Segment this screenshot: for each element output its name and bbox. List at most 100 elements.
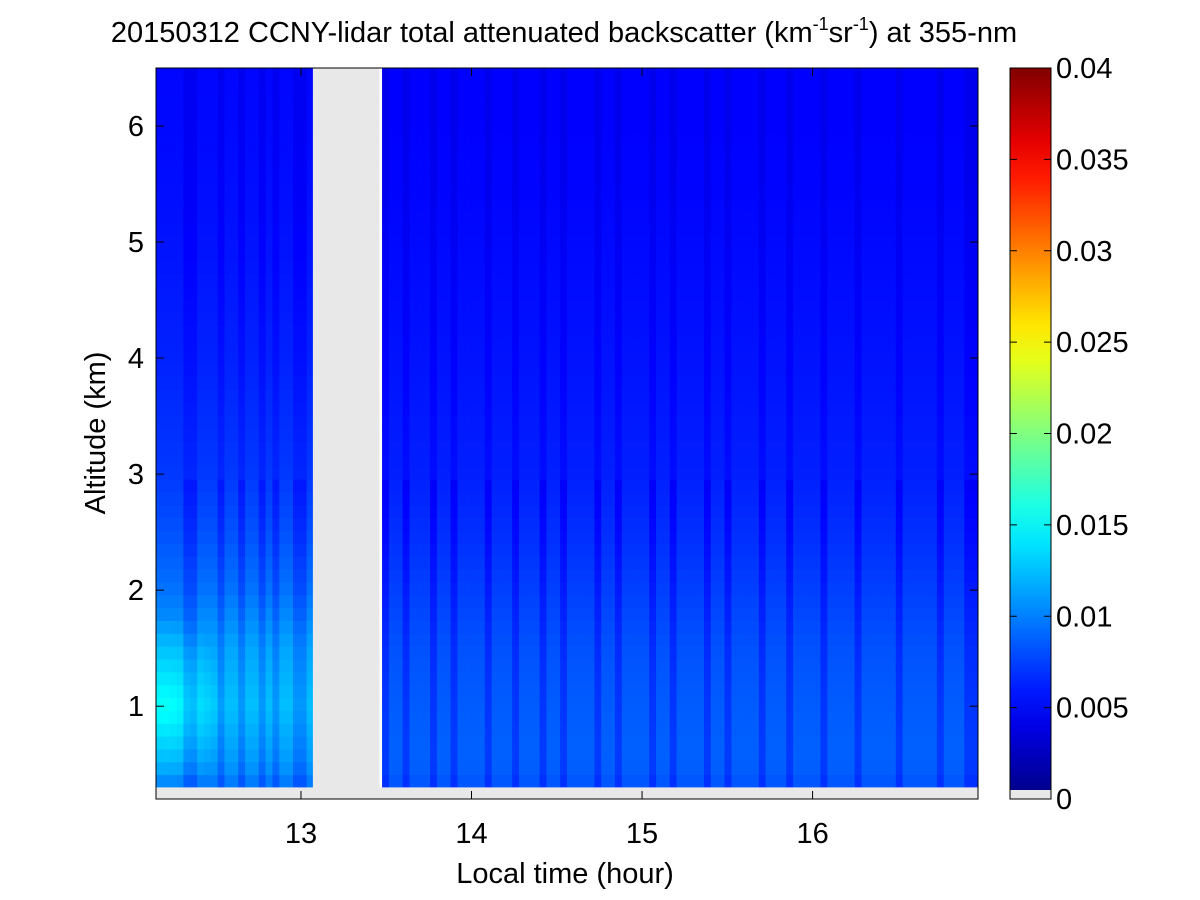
heatmap-cell (806, 299, 815, 313)
heatmap-cell (779, 235, 787, 249)
heatmap-cell (436, 723, 445, 737)
heatmap-cell (525, 389, 534, 403)
heatmap-cell (799, 658, 808, 673)
heatmap-cell (827, 157, 835, 172)
heatmap-cell (806, 723, 815, 737)
heatmap-cell (567, 620, 575, 634)
heatmap-cell (409, 736, 417, 750)
heatmap-cell (717, 697, 726, 711)
heatmap-cell (293, 132, 301, 146)
heatmap-cell (286, 93, 294, 108)
heatmap-cell (423, 453, 431, 467)
heatmap-cell (443, 414, 452, 429)
heatmap-cell (608, 556, 616, 570)
heatmap-cell (560, 324, 568, 339)
heatmap-cell (731, 569, 739, 583)
heatmap-cell (231, 312, 239, 326)
heatmap-cell (745, 517, 753, 532)
heatmap-cell (669, 183, 678, 198)
heatmap-cell (813, 530, 822, 544)
heatmap-cell (806, 93, 815, 108)
heatmap-cell (683, 286, 691, 300)
heatmap-cell (628, 556, 637, 570)
heatmap-cell (245, 427, 253, 442)
heatmap-cell (162, 594, 171, 609)
heatmap-cell (306, 312, 315, 326)
heatmap-cell (388, 633, 397, 647)
heatmap-cell (464, 170, 472, 185)
heatmap-cell (813, 697, 822, 711)
heatmap-cell (176, 658, 184, 673)
heatmap-cell (477, 260, 486, 275)
heatmap-cell (704, 299, 712, 313)
heatmap-cell (272, 414, 280, 429)
heatmap-cell (758, 222, 767, 236)
heatmap-cell (423, 761, 431, 776)
heatmap-cell (573, 748, 582, 763)
heatmap-cell (265, 594, 274, 609)
heatmap-cell (464, 684, 472, 699)
heatmap-cell (224, 93, 232, 108)
heatmap-cell (793, 517, 801, 532)
heatmap-cell (587, 479, 595, 493)
heatmap-cell (251, 671, 260, 686)
heatmap-cell (567, 209, 575, 223)
heatmap-cell (799, 273, 808, 287)
heatmap-cell (238, 504, 246, 519)
heatmap-cell (238, 414, 246, 429)
heatmap-cell (491, 491, 500, 506)
heatmap-cell (293, 183, 301, 198)
heatmap-cell (197, 260, 205, 275)
heatmap-cell (799, 646, 808, 660)
heatmap-cell (669, 440, 678, 454)
heatmap-cell (710, 183, 719, 198)
heatmap-cell (231, 68, 239, 82)
heatmap-cell (382, 594, 390, 609)
heatmap-cell (710, 273, 719, 287)
heatmap-cell (669, 260, 678, 275)
heatmap-cell (436, 324, 445, 339)
heatmap-cell (512, 222, 520, 236)
heatmap-cell (519, 414, 527, 429)
heatmap-cell (813, 324, 822, 339)
heatmap-cell (724, 273, 732, 287)
heatmap-cell (169, 620, 178, 634)
heatmap-cell (231, 222, 239, 236)
heatmap-cell (553, 633, 561, 647)
heatmap-cell (169, 504, 178, 519)
heatmap-cell (662, 491, 671, 506)
heatmap-cell (793, 312, 801, 326)
heatmap-cell (642, 247, 650, 262)
heatmap-cell (669, 543, 678, 557)
heatmap-cell (704, 774, 712, 788)
heatmap-cell (560, 479, 568, 493)
heatmap-cell (306, 376, 315, 390)
heatmap-cell (491, 350, 500, 365)
heatmap-cell (505, 222, 513, 236)
heatmap-cell (491, 93, 500, 108)
heatmap-cell (491, 170, 500, 185)
heatmap-cell (813, 491, 822, 506)
heatmap-cell (491, 453, 500, 467)
heatmap-cell (669, 389, 678, 403)
heatmap-cell (265, 93, 274, 108)
heatmap-cell (567, 247, 575, 262)
heatmap-cell (477, 633, 486, 647)
heatmap-cell (614, 594, 623, 609)
heatmap-cell (169, 427, 178, 442)
heatmap-cell (642, 594, 650, 609)
heatmap-cell (471, 774, 479, 788)
heatmap-cell (210, 658, 219, 673)
heatmap-cell (539, 569, 548, 583)
heatmap-cell (649, 569, 657, 583)
heatmap-cell (614, 646, 623, 660)
heatmap-cell (258, 453, 267, 467)
heatmap-cell (827, 286, 835, 300)
heatmap-cell (265, 235, 274, 249)
heatmap-cell (286, 684, 294, 699)
heatmap-cell (203, 543, 212, 557)
heatmap-cell (628, 337, 637, 352)
heatmap-cell (258, 761, 267, 776)
heatmap-cell (539, 286, 548, 300)
heatmap-cell (491, 671, 500, 686)
